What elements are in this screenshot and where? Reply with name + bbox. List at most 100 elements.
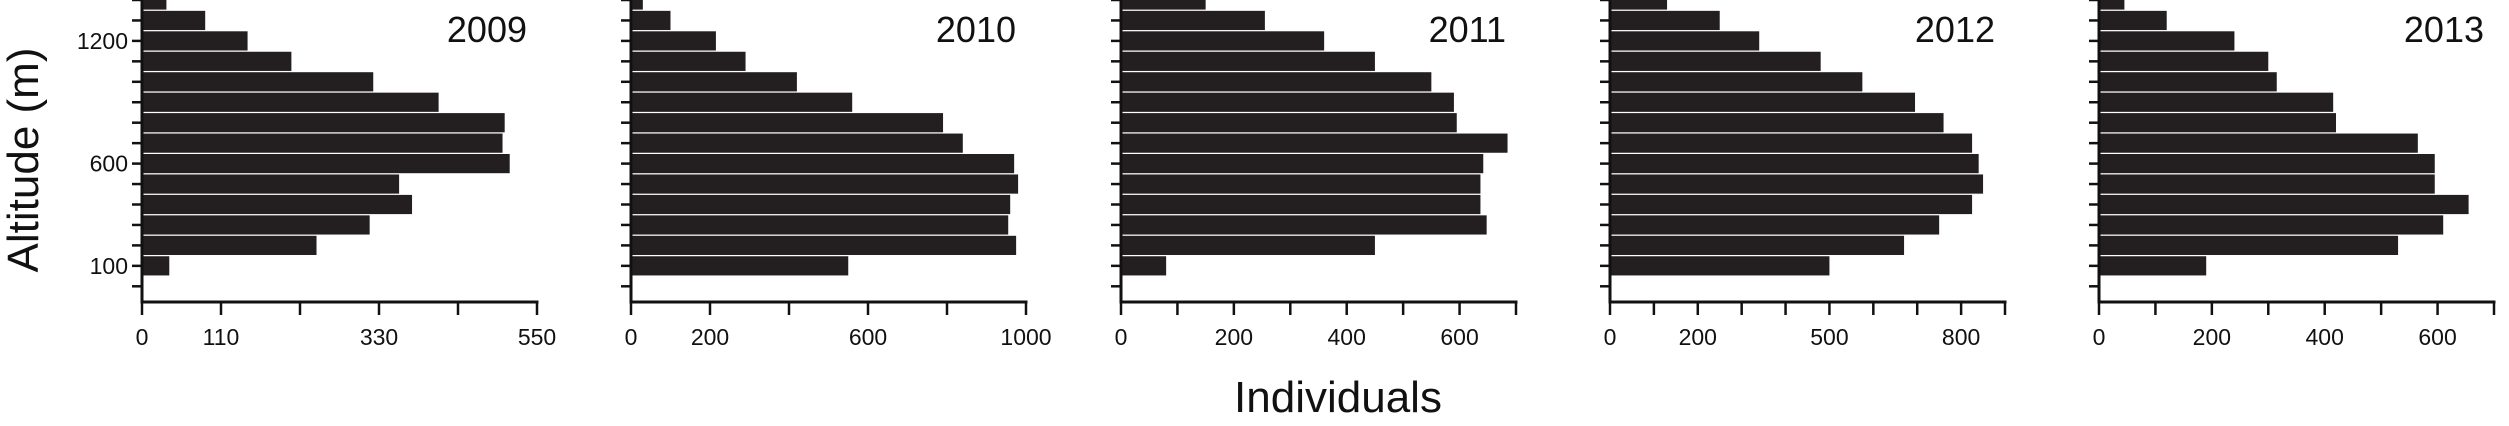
y-tick-label: 1200 (77, 28, 128, 54)
panel-2011: 0 200 400 600 2011 (1111, 0, 1518, 350)
x-tick-label: 500 (1810, 324, 1848, 350)
panel-2012: 0 200 500 800 2012 (1600, 0, 2007, 350)
bar-1100m (631, 51, 746, 71)
year-label: 2010 (936, 9, 1016, 50)
bar-800m (2099, 113, 2336, 133)
bar-1200m (631, 31, 716, 51)
panel-2009: 100 600 1200 0 110 330 550 2009 (77, 0, 556, 350)
bar-200m (631, 235, 1017, 255)
bar-400m (1121, 194, 1481, 215)
bar-100m (142, 256, 170, 276)
y-ticks (132, 0, 142, 288)
bar-200m (2099, 235, 2399, 255)
bar-1200m (1121, 31, 1325, 51)
bar-500m (2099, 174, 2435, 194)
year-label: 2011 (1429, 9, 1506, 50)
x-ticks (2097, 302, 2496, 315)
bar-1300m (1610, 10, 1720, 31)
bar-500m (142, 174, 400, 194)
bar-1200m (1610, 31, 1760, 51)
bar-1100m (2099, 51, 2269, 71)
x-ticks (629, 302, 1028, 315)
bars (2099, 0, 2469, 276)
x-tick-label: 110 (203, 324, 240, 350)
y-ticks (1111, 0, 1121, 288)
y-ticks (621, 0, 631, 288)
x-tick-label: 0 (1604, 324, 1617, 350)
x-tick-label: 400 (2306, 324, 2344, 350)
bar-1400m (1610, 0, 1668, 10)
bar-300m (1610, 215, 1940, 235)
panel-2010: 0 200 600 1000 2010 (621, 0, 1052, 350)
x-tick-label: 200 (1679, 324, 1717, 350)
bar-1000m (631, 72, 797, 92)
x-tick-label: 400 (1328, 324, 1366, 350)
x-axis-title: Individuals (1234, 373, 1442, 422)
x-tick-label: 0 (2093, 324, 2106, 350)
bar-1100m (1610, 51, 1821, 71)
bar-1300m (1121, 10, 1265, 31)
bar-700m (1610, 133, 1973, 153)
x-tick-label: 200 (2193, 324, 2231, 350)
bar-600m (2099, 154, 2435, 174)
bar-700m (1121, 133, 1508, 153)
bar-400m (2099, 194, 2469, 215)
x-tick-label: 0 (136, 324, 149, 350)
bar-800m (1121, 113, 1457, 133)
bar-600m (1610, 154, 1979, 174)
bars (142, 0, 510, 276)
x-tick-label: 550 (518, 324, 556, 350)
bar-900m (1610, 92, 1916, 112)
x-ticks (1119, 302, 1518, 315)
bars (1121, 0, 1508, 276)
bar-1400m (631, 0, 643, 10)
year-label: 2013 (2404, 9, 2484, 50)
bar-800m (631, 113, 944, 133)
bar-1400m (142, 0, 167, 10)
x-tick-label: 600 (1440, 324, 1478, 350)
x-tick-label: 1000 (1000, 324, 1051, 350)
bar-400m (1610, 194, 1973, 215)
x-tick-label: 0 (625, 324, 638, 350)
bar-800m (1610, 113, 1944, 133)
bar-1100m (142, 51, 292, 71)
bar-100m (631, 256, 849, 276)
bar-800m (142, 113, 505, 133)
bar-300m (631, 215, 1009, 235)
bar-1100m (1121, 51, 1375, 71)
bar-600m (142, 154, 510, 174)
bar-900m (142, 92, 439, 112)
bar-300m (2099, 215, 2444, 235)
bar-400m (631, 194, 1011, 215)
bar-1000m (1610, 72, 1863, 92)
bar-1000m (142, 72, 374, 92)
x-tick-label: 200 (691, 324, 729, 350)
x-tick-label: 330 (360, 324, 398, 350)
bar-300m (1121, 215, 1487, 235)
bar-300m (142, 215, 370, 235)
bar-200m (1610, 235, 1905, 255)
bar-200m (1121, 235, 1375, 255)
bar-900m (631, 92, 853, 112)
bar-700m (2099, 133, 2418, 153)
y-tick-label: 600 (90, 151, 128, 177)
x-tick-label: 600 (849, 324, 887, 350)
bar-1200m (2099, 31, 2235, 51)
year-label: 2009 (447, 9, 527, 50)
x-tick-label: 200 (1215, 324, 1253, 350)
bar-1300m (142, 10, 206, 31)
bar-100m (1121, 256, 1167, 276)
y-axis-title: Altitude (m) (0, 48, 48, 273)
bars (1610, 0, 1984, 276)
x-ticks (140, 302, 539, 315)
bar-700m (142, 133, 503, 153)
x-tick-label: 800 (1942, 324, 1980, 350)
bar-700m (631, 133, 963, 153)
y-ticks (1600, 0, 1610, 288)
bar-100m (1610, 256, 1830, 276)
bar-500m (1121, 174, 1481, 194)
bar-1400m (1121, 0, 1206, 10)
bar-1000m (1121, 72, 1432, 92)
